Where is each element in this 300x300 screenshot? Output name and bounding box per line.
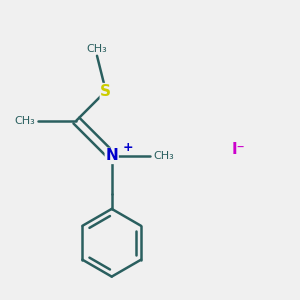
Text: CH₃: CH₃ xyxy=(153,151,174,161)
Text: S: S xyxy=(100,84,111,99)
Text: N: N xyxy=(105,148,118,164)
Text: CH₃: CH₃ xyxy=(14,116,35,126)
Text: CH₃: CH₃ xyxy=(87,44,107,54)
Text: +: + xyxy=(123,141,133,154)
Text: I⁻: I⁻ xyxy=(232,142,245,158)
